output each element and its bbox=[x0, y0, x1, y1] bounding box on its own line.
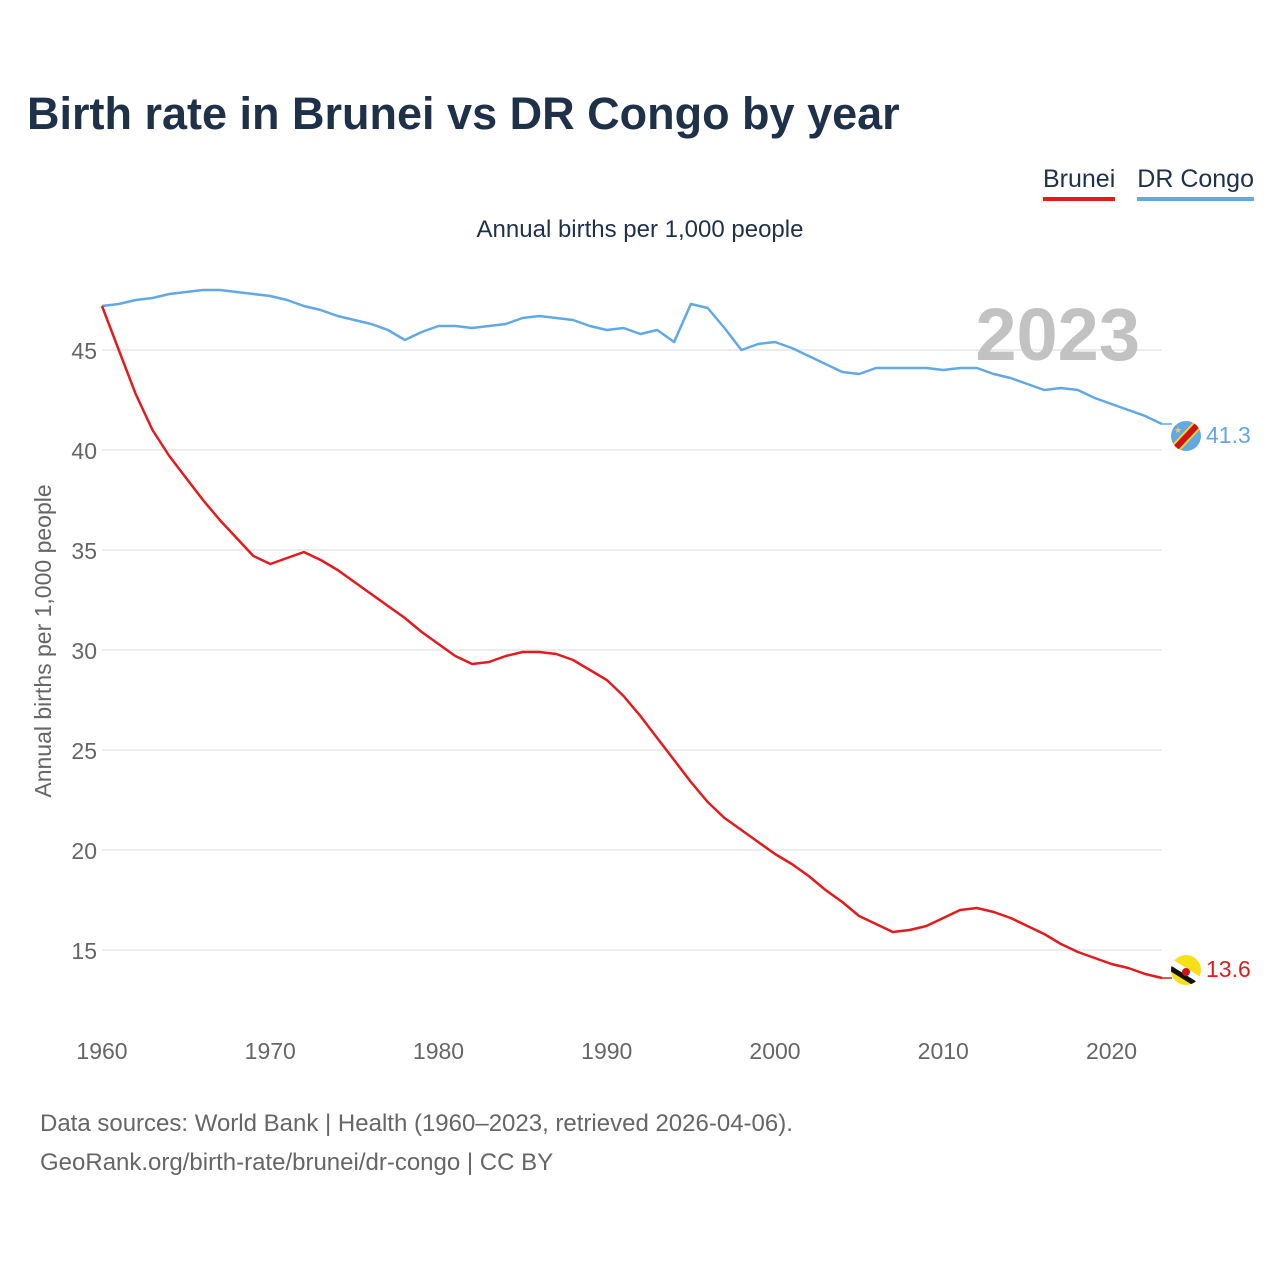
year-watermark: 2023 bbox=[975, 293, 1140, 376]
dr-congo-flag-icon: ★ bbox=[1171, 421, 1201, 451]
end-label-brunei: 13.6 bbox=[1206, 956, 1251, 982]
y-tick-label-25: 25 bbox=[71, 738, 97, 764]
legend-item-dr-congo[interactable]: DR Congo bbox=[1137, 164, 1254, 201]
axis-ticks: 15 20 25 30 35 40 45 1960 1970 1980 1990 2000 2010 20… bbox=[71, 338, 1137, 1064]
series-line-dr-congo[interactable] bbox=[101, 288, 1163, 426]
x-tick-label-2010: 2010 bbox=[918, 1038, 969, 1064]
y-tick-label-45: 45 bbox=[71, 338, 97, 364]
legend: Brunei DR Congo bbox=[1043, 164, 1254, 201]
chart-title: Birth rate in Brunei vs DR Congo by year bbox=[27, 88, 900, 139]
x-tick-label-1970: 1970 bbox=[245, 1038, 296, 1064]
y-tick-label-35: 35 bbox=[71, 538, 97, 564]
svg-text:★: ★ bbox=[1174, 425, 1182, 435]
x-tick-label-1980: 1980 bbox=[413, 1038, 464, 1064]
y-tick-label-40: 40 bbox=[71, 438, 97, 464]
x-tick-label-1990: 1990 bbox=[581, 1038, 632, 1064]
x-tick-label-2000: 2000 bbox=[749, 1038, 800, 1064]
series-line-brunei[interactable] bbox=[100, 305, 1163, 980]
y-axis-label: Annual births per 1,000 people bbox=[30, 484, 56, 797]
footer: Data sources: World Bank | Health (1960–… bbox=[40, 1104, 793, 1182]
chart-subtitle: Annual births per 1,000 people bbox=[476, 216, 804, 243]
end-label-dr-congo: 41.3 bbox=[1206, 422, 1251, 448]
x-tick-label-1960: 1960 bbox=[76, 1038, 127, 1064]
grid-lines bbox=[102, 349, 1162, 951]
footer-credit[interactable]: GeoRank.org/birth-rate/brunei/dr-congo |… bbox=[40, 1149, 554, 1176]
series-lines bbox=[100, 288, 1172, 980]
footer-sources: Data sources: World Bank | Health (1960–… bbox=[40, 1110, 793, 1137]
x-tick-label-2020: 2020 bbox=[1086, 1038, 1137, 1064]
y-tick-label-15: 15 bbox=[71, 938, 97, 964]
y-tick-label-30: 30 bbox=[71, 638, 97, 664]
y-tick-label-20: 20 bbox=[71, 838, 97, 864]
legend-item-brunei[interactable]: Brunei bbox=[1043, 164, 1116, 201]
brunei-flag-icon bbox=[1171, 955, 1201, 985]
